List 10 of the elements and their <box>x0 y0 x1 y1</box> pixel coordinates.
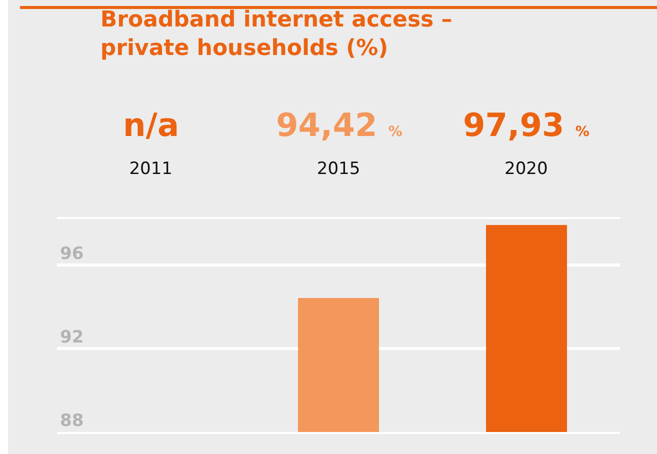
text: n/a <box>123 106 180 144</box>
y-tick-label: 96 <box>60 244 84 264</box>
data-label: 94,42 % <box>276 106 402 144</box>
chart-title: Broadband internet access – private households (%) <box>100 7 452 61</box>
data-label: 97,93 % <box>463 106 590 144</box>
y-tick-label: 88 <box>60 411 84 432</box>
x-tick-label: 2015 <box>316 159 360 180</box>
y-tick-label: 92 <box>60 328 84 348</box>
x-tick-label: 2011 <box>129 159 172 180</box>
x-tick-label: 2020 <box>504 159 548 180</box>
